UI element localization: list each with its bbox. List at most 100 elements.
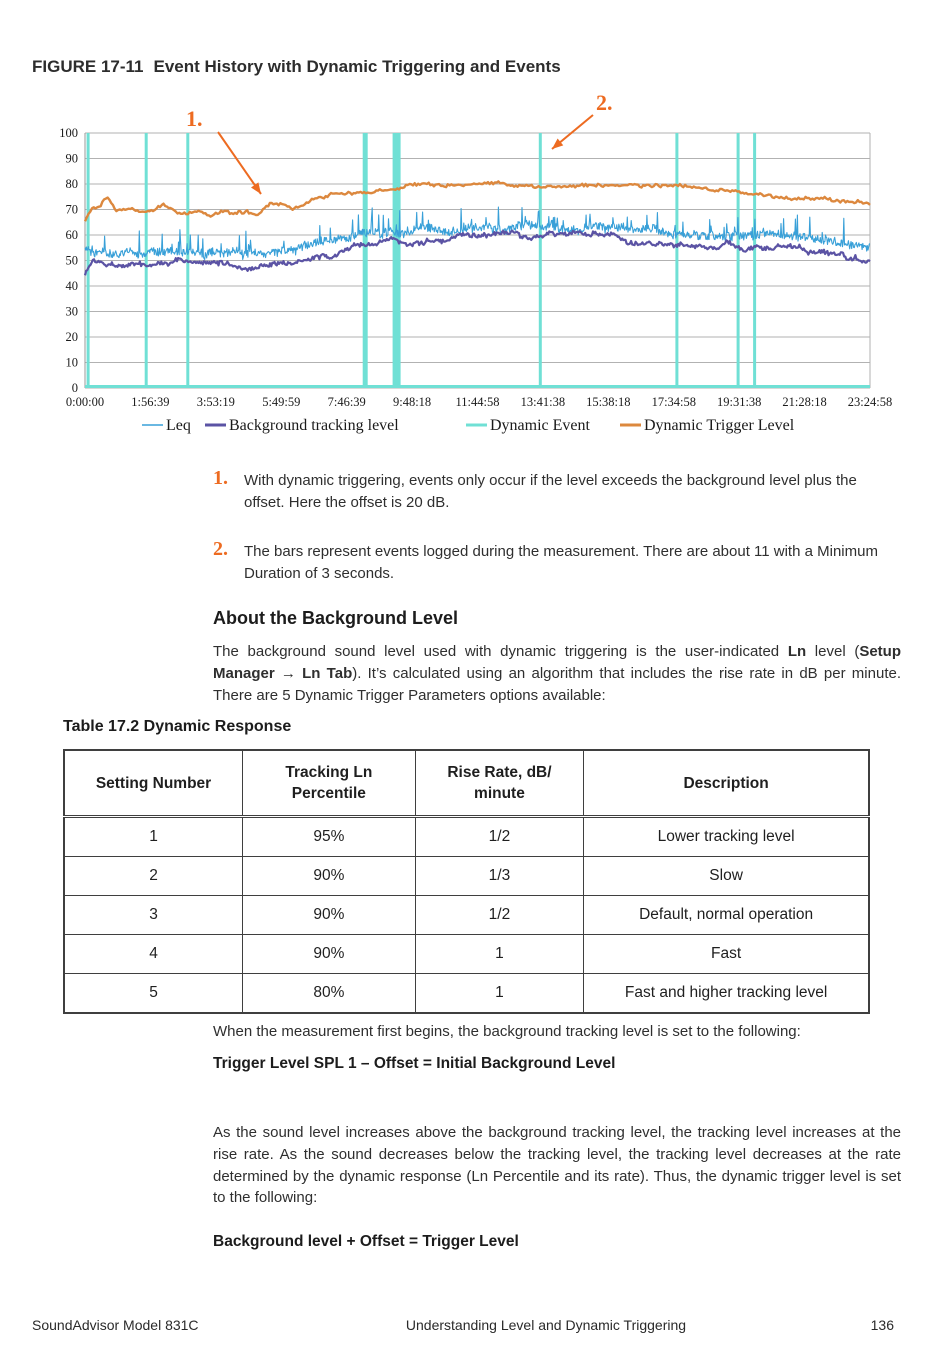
legend-label: Dynamic Trigger Level [644,417,795,434]
y-tick-label: 70 [66,203,79,217]
dynamic-event-bar [86,133,90,388]
text-segment: The background sound level used with dyn… [213,643,788,660]
table-header-row: Setting Number Tracking Ln Percentile Rise… [63,749,870,818]
y-tick-label: 20 [66,330,79,344]
dynamic-event-bar [736,133,740,388]
table-cell: 95% [242,816,416,857]
annotation-arrowhead [251,182,261,194]
table-cell: Default, normal operation [583,895,870,935]
annotation-arrow [217,131,262,195]
table-cell: 4 [63,934,244,974]
table-row: 3 90% 1/2 Default, normal operation [63,895,870,935]
table-cell: Fast and higher tracking level [583,973,870,1014]
table-cell: 1 [414,973,585,1014]
formula-initial-background: Trigger Level SPL 1 – Offset = Initial B… [213,1055,616,1072]
intro-line: When the measurement first begins, the b… [213,1023,801,1040]
x-tick-label: 7:46:39 [328,395,366,409]
legend-label: Leq [166,417,191,434]
table-header-cell: Rise Rate, dB/ minute [414,749,585,818]
annotation-label-2: 2. [596,90,613,115]
x-tick-label: 1:56:39 [131,395,169,409]
table-row: 2 90% 1/3 Slow [63,856,870,896]
y-tick-label: 80 [66,177,79,191]
note-text: The bars represent events logged during … [244,543,878,582]
dynamic-event-bar [753,133,757,388]
x-tick-label: 13:41:38 [521,395,565,409]
note-item-1: 1. With dynamic triggering, events only … [213,467,873,514]
text-segment: ). It’s calculated using an algorithm th… [213,664,901,704]
background-tracking-line [83,229,871,276]
x-tick-label: 3:53:19 [197,395,235,409]
dynamic-event-bar [538,133,542,388]
x-tick-label: 23:24:58 [848,395,892,409]
table-cell: 1 [414,934,585,974]
note-number: 2. [213,538,228,560]
section-heading: About the Background Level [213,608,459,628]
formula-trigger-level: Background level + Offset = Trigger Leve… [213,1233,519,1250]
text-segment: level ( [806,643,860,660]
y-tick-label: 60 [66,228,79,242]
footer-chapter: Understanding Level and Dynamic Triggeri… [405,1317,687,1333]
table-cell: 80% [242,973,416,1014]
rise-rate-paragraph: As the sound level increases above the b… [213,1124,901,1207]
dynamic-event-bar [392,133,401,388]
dynamic-trigger-line [83,180,871,222]
figure-title-text: Event History with Dynamic Triggering an… [153,57,561,76]
table-header-cell: Tracking Ln Percentile [242,749,416,818]
annotation-arrowhead [552,138,564,149]
table-title: Table 17.2 Dynamic Response [63,718,292,735]
text-segment: Setup Manager → Ln Tab [213,643,901,682]
y-tick-label: 40 [66,279,79,293]
table-header-cell: Description [583,749,870,818]
footer-page-number: 136 [870,1317,894,1333]
y-tick-label: 100 [59,126,78,140]
x-tick-label: 15:38:18 [586,395,630,409]
y-tick-label: 50 [66,254,79,268]
table-cell: 1 [63,816,244,857]
x-tick-label: 19:31:38 [717,395,761,409]
x-tick-label: 21:28:18 [782,395,826,409]
event-history-chart: 100 90 80 70 60 50 40 30 20 10 0 0:00:00 1:56:39 3:53… [0,88,950,440]
note-text: With dynamic triggering, events only occ… [244,472,857,511]
y-tick-label: 30 [66,305,79,319]
note-item-2: 2. The bars represent events logged duri… [213,538,878,585]
table-cell: 90% [242,856,416,896]
table-cell: Fast [583,934,870,974]
dynamic-event-bar [675,133,679,388]
x-tick-label: 9:48:18 [393,395,431,409]
y-tick-label: 90 [66,152,79,166]
table-cell: 2 [63,856,244,896]
dynamic-event-bar [144,133,148,388]
x-tick-label: 5:49:59 [262,395,300,409]
text-segment: Ln [787,643,807,660]
section-paragraph: The background sound level used with dyn… [213,641,901,706]
table-cell: 1/2 [414,816,585,857]
dynamic-event-bar [362,133,368,388]
x-tick-label: 11:44:58 [456,395,500,409]
table-row: 5 80% 1 Fast and higher tracking level [63,973,870,1014]
table-cell: 5 [63,973,244,1014]
legend-label: Dynamic Event [490,417,591,434]
table-cell: Slow [583,856,870,896]
annotation-label-1: 1. [186,106,203,131]
y-tick-label: 0 [72,381,78,395]
table-row: 4 90% 1 Fast [63,934,870,974]
figure-label: FIGURE 17-11 [32,57,144,76]
legend-label: Background tracking level [229,417,399,434]
note-number: 1. [213,467,228,489]
figure-title: FIGURE 17-11 Event History with Dynamic T… [32,57,561,77]
table-cell: 90% [242,934,416,974]
table-cell: 1/3 [414,856,585,896]
x-tick-label: 17:34:58 [652,395,696,409]
dynamic-response-table: Setting Number Tracking Ln Percentile Rise… [63,749,870,1014]
table-row: 1 95% 1/2 Lower tracking level [63,816,870,857]
footer-model: SoundAdvisor Model 831C [32,1317,199,1333]
x-tick-label: 0:00:00 [66,395,104,409]
table-cell: 3 [63,895,244,935]
table-cell: 90% [242,895,416,935]
table-cell: 1/2 [414,895,585,935]
table-cell: Lower tracking level [583,816,870,857]
table-header-cell: Setting Number [63,749,244,818]
